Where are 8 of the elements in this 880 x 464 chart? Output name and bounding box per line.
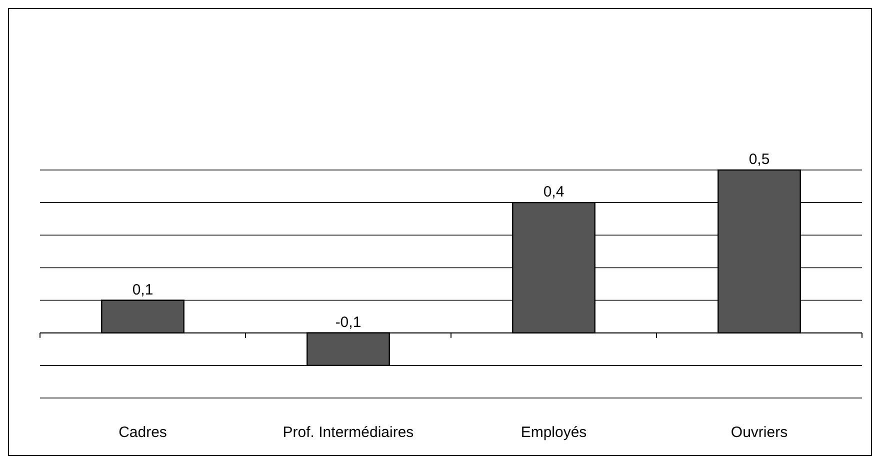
- x-tick-label: Employés: [520, 424, 587, 441]
- data-label: -0,1: [335, 314, 362, 331]
- data-label: 0,4: [543, 184, 564, 201]
- data-label: 0,1: [132, 281, 154, 298]
- data-label: 0,5: [748, 151, 770, 168]
- x-tick-label: Ouvriers: [730, 424, 788, 441]
- x-tick-label: Prof. Intermédiaires: [282, 424, 414, 441]
- x-tick-label: Cadres: [118, 424, 167, 441]
